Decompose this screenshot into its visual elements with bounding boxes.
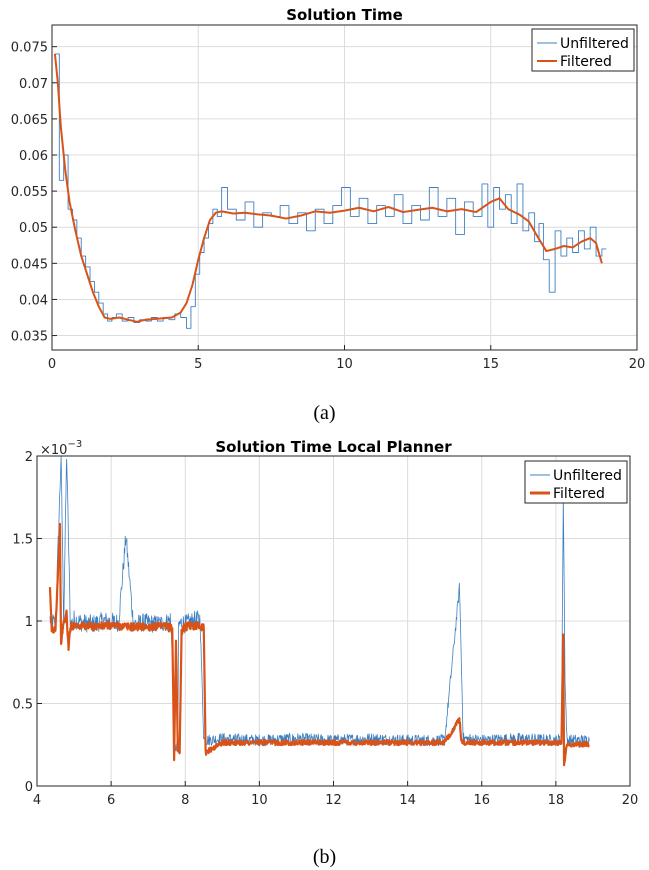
- y-tick-label: 1: [25, 615, 33, 630]
- x-tick-label: 10: [336, 357, 353, 372]
- y-tick-label: 0.035: [11, 330, 48, 345]
- y-tick-label: 0.04: [19, 293, 48, 308]
- x-tick-label: 15: [482, 357, 499, 372]
- chart-title: Solution Time: [286, 6, 403, 24]
- y-tick-label: 0.065: [11, 113, 48, 128]
- series-group: [48, 455, 590, 767]
- y-tick-label: 0.05: [19, 221, 48, 236]
- y-tick-label: 0.075: [11, 41, 48, 56]
- tick-labels: 0 5 10 15 20 0.035 0.04 0.045 0.05 0.055 0.06 0.065…: [11, 41, 645, 372]
- series-line-filtered: [48, 522, 590, 767]
- legend-label-filtered: Filtered: [553, 486, 605, 502]
- legend: Unfiltered Filtered: [531, 28, 635, 72]
- caption-a: (a): [313, 402, 336, 424]
- y-tick-label: 1.5: [12, 533, 33, 548]
- series-group: [53, 53, 607, 329]
- chart-title: Solution Time Local Planner: [215, 438, 452, 456]
- x-tick-label: 8: [181, 793, 189, 808]
- y-multiplier-base: ×10: [40, 443, 67, 458]
- y-tick-label: 0.07: [19, 77, 48, 92]
- legend-label-unfiltered: Unfiltered: [560, 36, 629, 52]
- x-tick-label: 10: [251, 793, 268, 808]
- legend-label-unfiltered: Unfiltered: [553, 468, 622, 484]
- x-tick-label: 12: [325, 793, 342, 808]
- y-tick-label: 0.06: [19, 149, 48, 164]
- y-tick-label: 0.5: [12, 698, 33, 713]
- x-tick-label: 6: [107, 793, 115, 808]
- y-tick-label: 0.045: [11, 257, 48, 272]
- legend-box: [531, 28, 635, 72]
- x-tick-label: 20: [622, 793, 639, 808]
- y-tick-label: 2: [25, 450, 33, 465]
- legend-label-filtered: Filtered: [560, 54, 612, 70]
- x-tick-label: 5: [194, 357, 202, 372]
- y-tick-label: 0.055: [11, 185, 48, 200]
- y-tick-label: 0: [25, 780, 33, 795]
- x-tick-label: 4: [33, 793, 41, 808]
- series-line-filtered: [53, 53, 603, 323]
- y-multiplier-label: ×10−3: [40, 439, 82, 458]
- y-multiplier-exponent: −3: [67, 439, 82, 450]
- x-tick-label: 0: [48, 357, 56, 372]
- x-tick-label: 16: [473, 793, 490, 808]
- legend-box: [524, 460, 628, 504]
- chart-solution-time-local-planner: 4 6 8 10 12 14 16 18 20 0 0.5 1 1.5 2 Solution Time L…: [12, 438, 638, 808]
- caption-b: (b): [312, 846, 337, 868]
- chart-solution-time: 0 5 10 15 20 0.035 0.04 0.045 0.05 0.055 0.06 0.065…: [11, 6, 645, 372]
- x-tick-label: 18: [548, 793, 565, 808]
- x-tick-label: 20: [629, 357, 646, 372]
- series-line-unfiltered: [54, 53, 607, 329]
- tick-labels: 4 6 8 10 12 14 16 18 20 0 0.5 1 1.5 2: [12, 450, 638, 808]
- x-tick-label: 14: [399, 793, 416, 808]
- legend: Unfiltered Filtered: [524, 460, 628, 504]
